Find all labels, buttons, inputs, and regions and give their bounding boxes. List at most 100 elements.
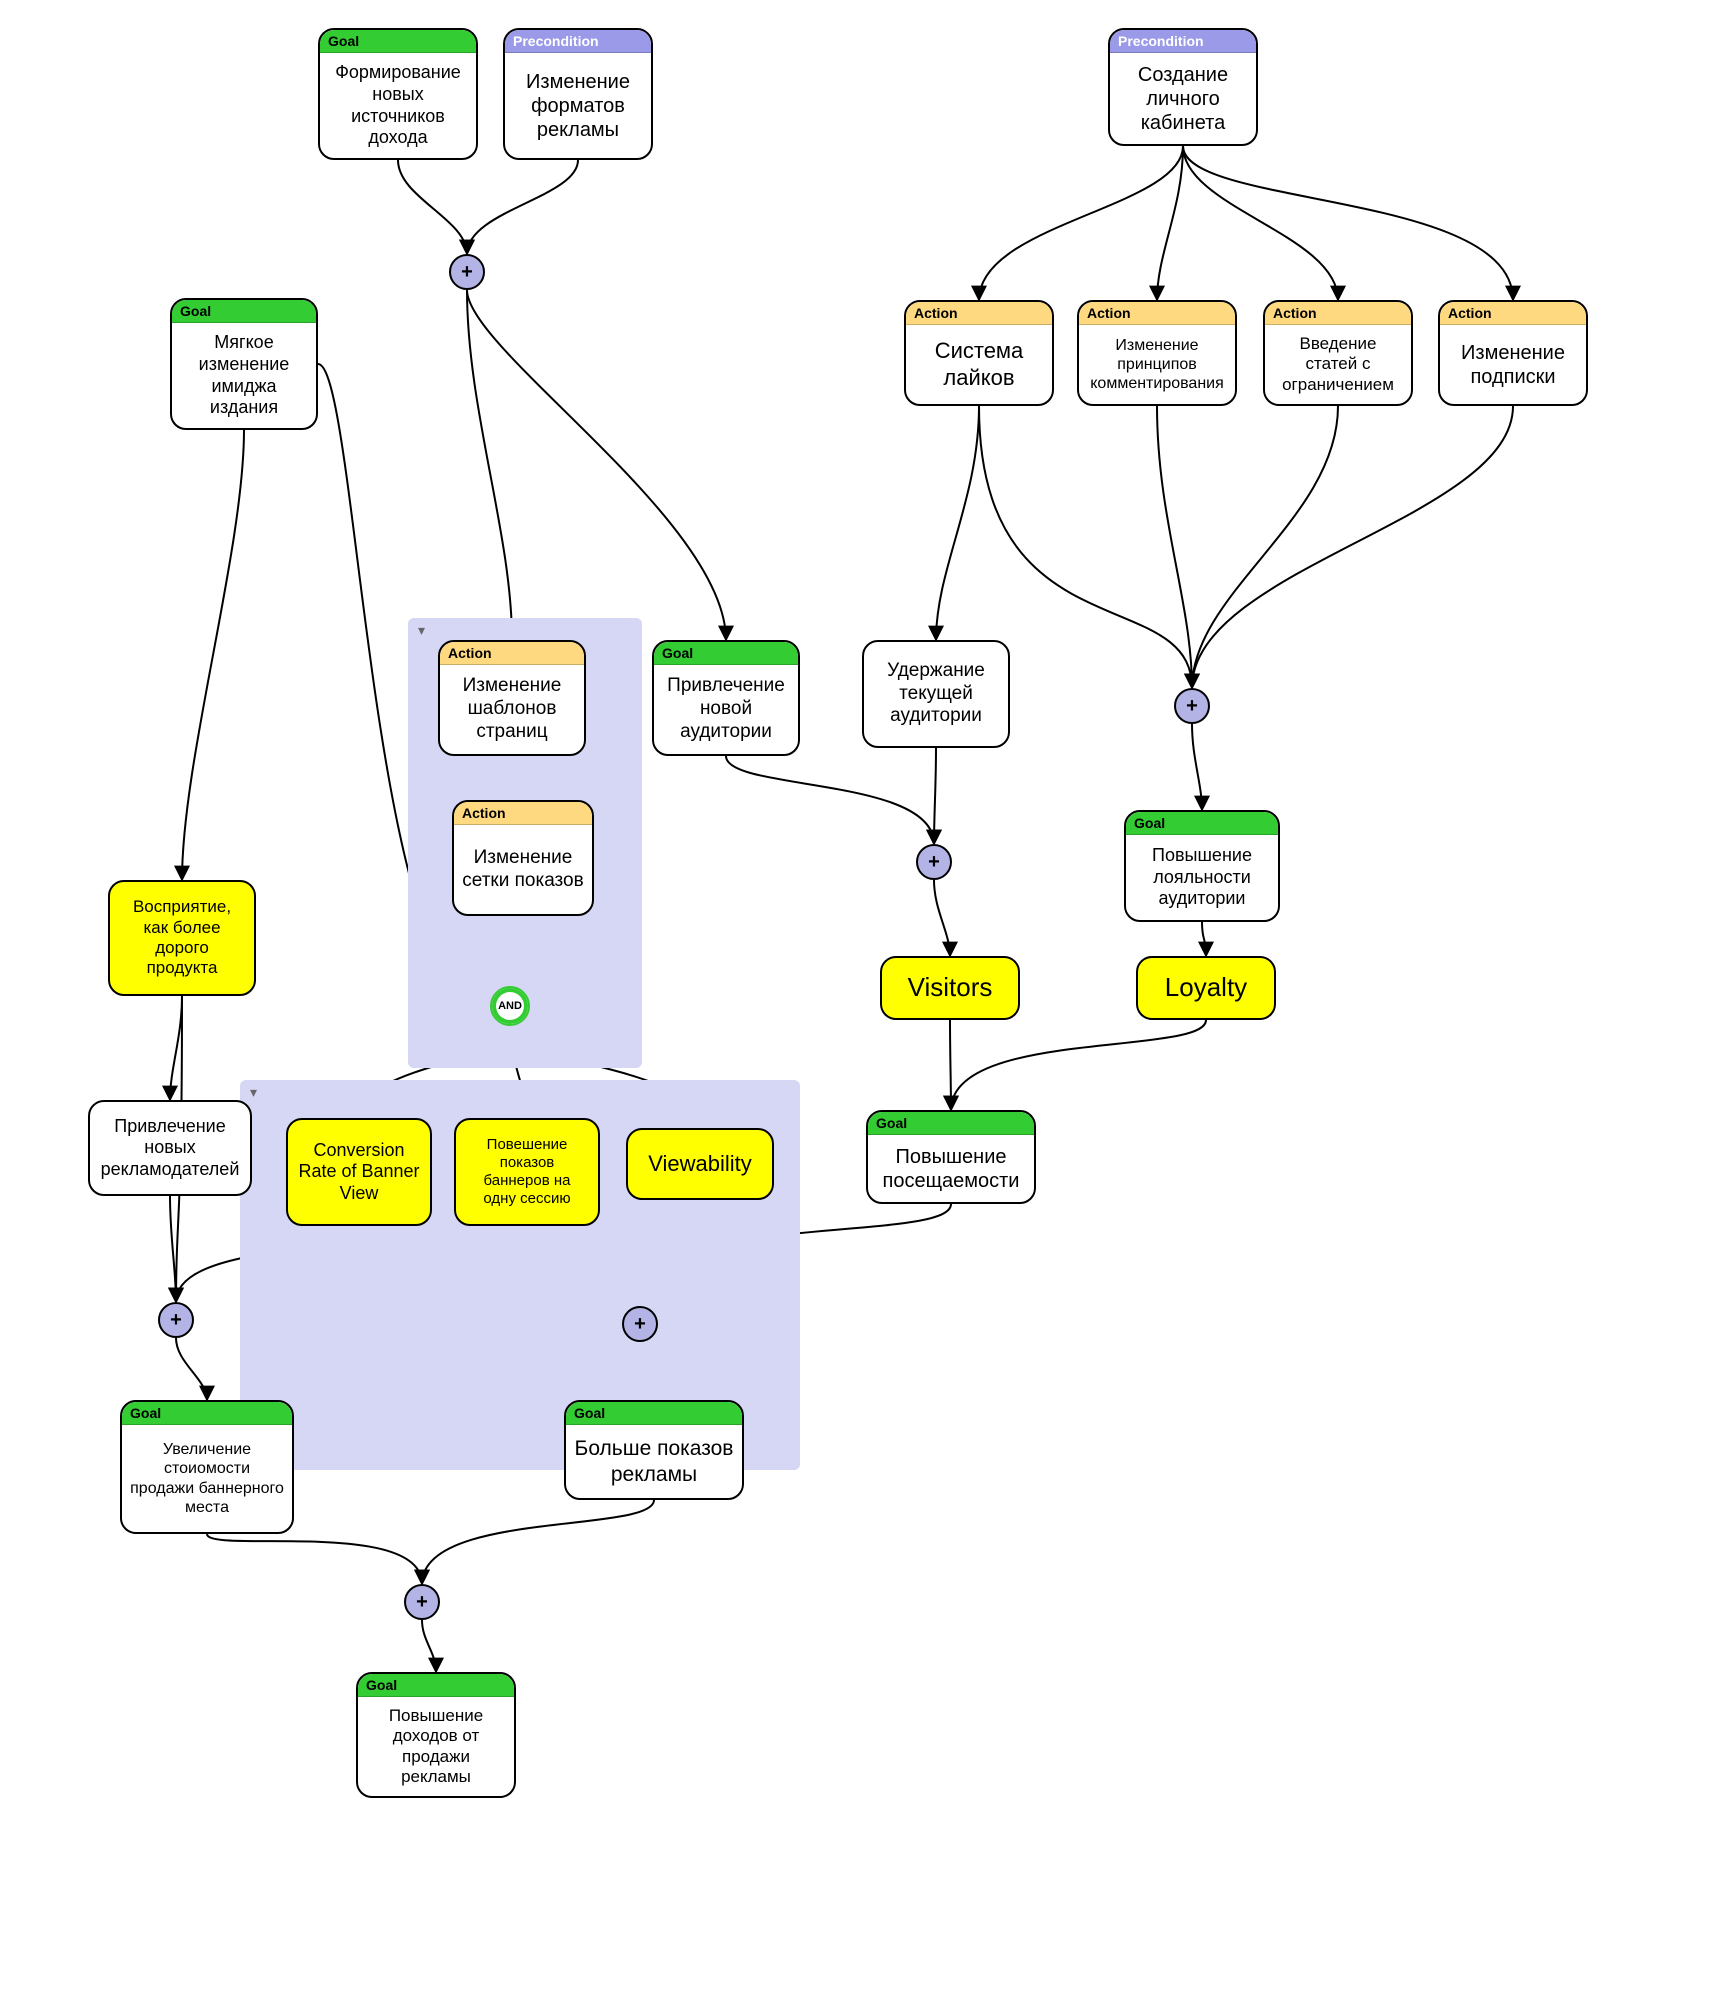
n_action_impression_grid-label: Изменение сетки показов [454,825,592,914]
edge-n_goal_more_ads-to-j_plus_final [422,1500,654,1584]
n_yellow_viewability[interactable]: Viewability [626,1128,774,1200]
n_yellow_viewability-label: Viewability [628,1130,772,1198]
n_pre_ad_formats-label: Изменение форматов рекламы [505,53,651,158]
edge-n_pre_personal_cabinet-to-n_action_subscription [1183,146,1513,300]
n_plain_new_advertisers-label: Привлечение новых рекламодателей [90,1102,250,1194]
n_goal_banner_price-header: Goal [122,1402,292,1425]
n_action_impression_grid-header: Action [454,802,592,825]
n_pre_ad_formats[interactable]: PreconditionИзменение форматов рекламы [503,28,653,160]
edge-j_plus_visitors-to-n_yellow_visitors [934,880,950,956]
n_action_likes-header: Action [906,302,1052,325]
edge-n_action_restricted_articles-to-j_plus_loyalty [1192,406,1338,688]
j_plus_top: + [449,254,485,290]
j_plus_left_bottom: + [158,1302,194,1338]
edge-n_pre_personal_cabinet-to-n_action_comments [1157,146,1183,300]
n_goal_income_sources[interactable]: GoalФормирование новых источников дохода [318,28,478,160]
n_plain_retain_audience[interactable]: Удержание текущей аудитории [862,640,1010,748]
edge-n_action_comments-to-j_plus_loyalty [1157,406,1192,688]
n_action_likes-label: Система лайков [906,325,1052,404]
edge-n_action_likes-to-n_plain_retain_audience [936,406,979,640]
j_plus_loyalty: + [1174,688,1210,724]
n_action_subscription[interactable]: ActionИзменение подписки [1438,300,1588,406]
n_pre_personal_cabinet-label: Создание личного кабинета [1110,53,1256,144]
edge-n_pre_ad_formats-to-j_plus_top [467,160,578,254]
n_goal_loyalty_raise-label: Повышение лояльности аудитории [1126,835,1278,920]
n_yellow_loyalty-label: Loyalty [1138,958,1274,1018]
n_action_impression_grid[interactable]: ActionИзменение сетки показов [452,800,594,916]
edge-n_action_subscription-to-j_plus_loyalty [1192,406,1513,688]
n_action_subscription-header: Action [1440,302,1586,325]
n_goal_income_sources-label: Формирование новых источников дохода [320,53,476,158]
edge-n_yellow_visitors-to-n_goal_attendance [950,1020,951,1110]
edge-n_goal_banner_price-to-j_plus_final [207,1534,422,1584]
region-toggle-icon[interactable]: ▾ [250,1084,257,1101]
n_goal_more_ads-header: Goal [566,1402,742,1425]
n_goal_income_sources-header: Goal [320,30,476,53]
edge-n_yellow_loyalty-to-n_goal_attendance [951,1020,1206,1110]
n_action_page_templates-label: Изменение шаблонов страниц [440,665,584,754]
n_yellow_perception-label: Восприятие, как более дорого продукта [110,882,254,994]
region-toggle-icon[interactable]: ▾ [418,622,425,639]
n_yellow_conversion-label: Conversion Rate of Banner View [288,1120,430,1224]
n_action_likes[interactable]: ActionСистема лайков [904,300,1054,406]
j_and: AND [490,986,530,1026]
n_goal_more_ads[interactable]: GoalБольше показов рекламы [564,1400,744,1500]
n_yellow_conversion[interactable]: Conversion Rate of Banner View [286,1118,432,1226]
n_yellow_perception[interactable]: Восприятие, как более дорого продукта [108,880,256,996]
n_action_restricted_articles[interactable]: ActionВведение статей с ограничением [1263,300,1413,406]
n_plain_new_advertisers[interactable]: Привлечение новых рекламодателей [88,1100,252,1196]
n_action_page_templates[interactable]: ActionИзменение шаблонов страниц [438,640,586,756]
n_yellow_visitors[interactable]: Visitors [880,956,1020,1020]
n_action_restricted_articles-header: Action [1265,302,1411,325]
n_pre_ad_formats-header: Precondition [505,30,651,53]
edge-n_goal_loyalty_raise-to-n_yellow_loyalty [1202,922,1206,956]
n_goal_attendance-label: Повышение посещаемости [868,1135,1034,1202]
j_plus_mid_bottom: + [622,1306,658,1342]
edge-n_goal_income_sources-to-j_plus_top [398,160,467,254]
edge-n_pre_personal_cabinet-to-n_action_likes [979,146,1183,300]
n_goal_new_audience-header: Goal [654,642,798,665]
edge-j_plus_top-to-n_action_page_templates [467,290,512,640]
n_goal_banner_price[interactable]: GoalУвеличение стоиомости продажи баннер… [120,1400,294,1534]
n_goal_revenue-label: Повышение доходов от продажи рекламы [358,1697,514,1796]
edge-j_plus_top-to-n_goal_new_audience [467,290,726,640]
edge-j_plus_loyalty-to-n_goal_loyalty_raise [1192,724,1202,810]
n_action_restricted_articles-label: Введение статей с ограничением [1265,325,1411,404]
n_goal_revenue[interactable]: GoalПовышение доходов от продажи рекламы [356,1672,516,1798]
diagram-canvas: ▾▾GoalФормирование новых источников дохо… [0,0,1736,1999]
n_plain_retain_audience-label: Удержание текущей аудитории [864,642,1008,746]
j_plus_visitors: + [916,844,952,880]
n_action_comments-header: Action [1079,302,1235,325]
n_yellow_loyalty[interactable]: Loyalty [1136,956,1276,1020]
j_plus_final: + [404,1584,440,1620]
n_goal_new_audience-label: Привлечение новой аудитории [654,665,798,754]
n_goal_revenue-header: Goal [358,1674,514,1697]
n_goal_soft_image[interactable]: GoalМягкое изменение имиджа издания [170,298,318,430]
n_action_comments-label: Изменение принципов комментирования [1079,325,1235,404]
n_goal_attendance-header: Goal [868,1112,1034,1135]
n_goal_loyalty_raise[interactable]: GoalПовышение лояльности аудитории [1124,810,1280,922]
n_goal_soft_image-header: Goal [172,300,316,323]
n_goal_soft_image-label: Мягкое изменение имиджа издания [172,323,316,428]
n_pre_personal_cabinet-header: Precondition [1110,30,1256,53]
edge-n_action_likes-to-j_plus_loyalty [979,406,1192,688]
n_yellow_visitors-label: Visitors [882,958,1018,1018]
edge-n_plain_new_advertisers-to-j_plus_left_bottom [170,1196,176,1302]
edge-n_goal_new_audience-to-j_plus_visitors [726,756,934,844]
n_goal_more_ads-label: Больше показов рекламы [566,1425,742,1498]
edge-j_plus_left_bottom-to-n_goal_banner_price [176,1338,207,1400]
edge-n_yellow_perception-to-n_plain_new_advertisers [170,996,182,1100]
n_action_subscription-label: Изменение подписки [1440,325,1586,404]
n_action_page_templates-header: Action [440,642,584,665]
n_goal_loyalty_raise-header: Goal [1126,812,1278,835]
edge-j_plus_final-to-n_goal_revenue [422,1620,436,1672]
edge-n_goal_soft_image-to-n_yellow_perception [182,430,244,880]
n_yellow_banner_per_session[interactable]: Повешение показов баннеров на одну сесси… [454,1118,600,1226]
n_goal_attendance[interactable]: GoalПовышение посещаемости [866,1110,1036,1204]
edge-n_plain_retain_audience-to-j_plus_visitors [934,748,936,844]
n_action_comments[interactable]: ActionИзменение принципов комментировани… [1077,300,1237,406]
n_goal_new_audience[interactable]: GoalПривлечение новой аудитории [652,640,800,756]
edge-n_pre_personal_cabinet-to-n_action_restricted_articles [1183,146,1338,300]
n_pre_personal_cabinet[interactable]: PreconditionСоздание личного кабинета [1108,28,1258,146]
n_yellow_banner_per_session-label: Повешение показов баннеров на одну сесси… [456,1120,598,1224]
